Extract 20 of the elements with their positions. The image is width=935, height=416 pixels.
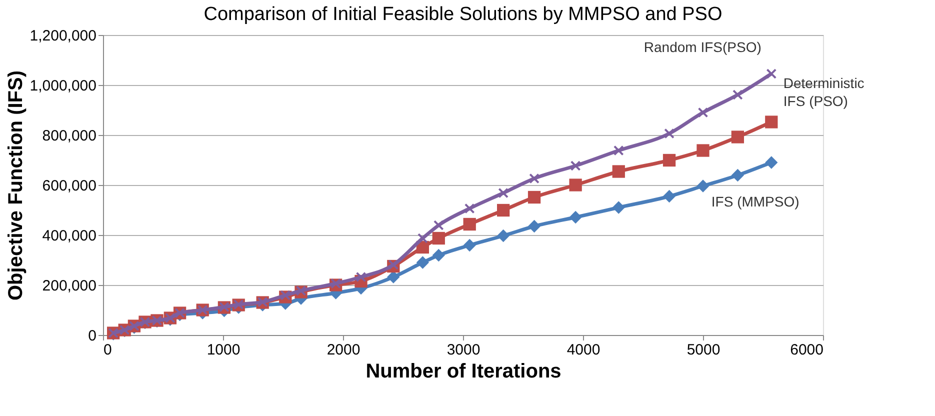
x-tick-label: 6000 xyxy=(790,342,824,358)
y-tick-label: 600,000 xyxy=(42,178,96,194)
x-tick-label: 0 xyxy=(104,342,112,358)
x-axis-title: Number of Iterations xyxy=(366,360,562,382)
y-tick-label: 0 xyxy=(88,328,96,344)
y-axis-title: Objective Function (IFS) xyxy=(4,70,27,301)
series-label: Random IFS(PSO) xyxy=(644,38,762,55)
x-tick-label: 3000 xyxy=(446,342,480,358)
chart-title: Comparison of Initial Feasible Solutions by MMPSO and PSO xyxy=(204,4,722,25)
x-tick-label: 5000 xyxy=(686,342,720,358)
y-tick-label: 1,000,000 xyxy=(30,78,96,94)
y-tick-label: 200,000 xyxy=(42,278,96,294)
y-tick-label: 1,200,000 xyxy=(30,28,96,44)
x-tick-label: 2000 xyxy=(326,342,360,358)
series-label: IFS (MMPSO) xyxy=(711,194,800,210)
y-tick-label: 400,000 xyxy=(42,228,96,244)
y-tick-label: 800,000 xyxy=(42,128,96,144)
x-tick-label: 4000 xyxy=(566,342,600,358)
series-label: Deterministic IFS (PSO) xyxy=(783,75,864,109)
x-tick-label: 1000 xyxy=(206,342,240,358)
